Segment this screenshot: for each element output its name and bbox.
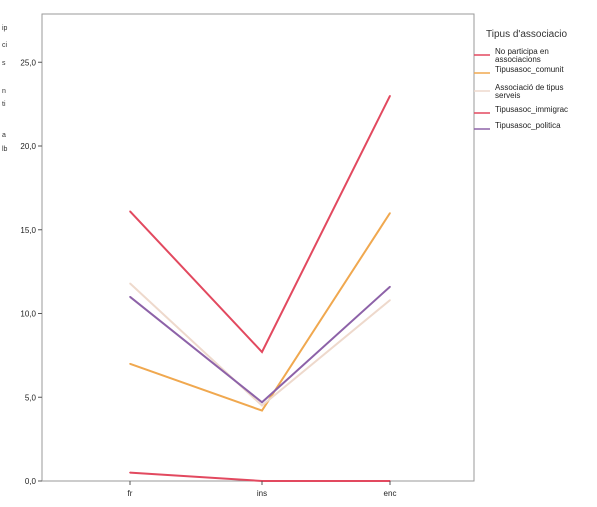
data-point xyxy=(389,212,391,214)
data-point xyxy=(129,296,131,298)
series-line-1 xyxy=(129,212,391,412)
y-axis-label-fragments: ip ci s n ti a lb xyxy=(2,25,8,153)
series-layer xyxy=(129,95,391,482)
data-point xyxy=(261,351,263,353)
y-tick-label: 20,0 xyxy=(20,142,36,151)
y-axis-label-fragment: a xyxy=(2,132,6,139)
legend-label: Tipusasoc_comunit xyxy=(495,65,564,74)
legend-label: Tipusasoc_politica xyxy=(495,121,561,130)
legend-label: serveis xyxy=(495,91,520,100)
data-point xyxy=(129,363,131,365)
legend-label: Tipusasoc_immigrac xyxy=(495,105,568,114)
data-point xyxy=(129,282,131,285)
legend-title: Tipus d'associacio xyxy=(486,29,567,40)
y-tick-label: 0,0 xyxy=(25,477,37,486)
series-line-4 xyxy=(129,285,391,404)
y-axis-label-fragment: ci xyxy=(2,42,8,49)
legend: Tipus d'associacio No participa enassoci… xyxy=(474,29,568,130)
y-axis-label-fragment: lb xyxy=(2,146,8,153)
data-point xyxy=(389,95,391,97)
legend-label: No participa en xyxy=(495,47,549,56)
series-line-2 xyxy=(129,282,391,407)
data-point xyxy=(129,210,131,213)
y-axis-label-fragment: n xyxy=(2,88,6,95)
y-tick-label: 15,0 xyxy=(20,226,36,235)
y-tick-label: 5,0 xyxy=(25,393,37,402)
y-axis-label-fragment: ip xyxy=(2,25,8,32)
series-line-3 xyxy=(129,95,391,354)
x-tick-label: enc xyxy=(384,489,397,498)
y-axis-label-fragment: s xyxy=(2,60,6,67)
data-point xyxy=(261,401,263,404)
x-axis: fr ins enc xyxy=(128,481,397,498)
x-tick-label: ins xyxy=(257,489,267,498)
y-tick-label: 10,0 xyxy=(20,310,36,319)
data-point xyxy=(261,404,263,407)
data-point xyxy=(389,285,391,288)
y-axis: 0,0 5,0 10,0 15,0 20,0 25,0 xyxy=(20,58,42,486)
series-line-0 xyxy=(129,471,390,482)
data-point xyxy=(261,409,263,412)
legend-items: No participa enassociacionsTipusasoc_com… xyxy=(474,47,568,130)
y-tick-label: 25,0 xyxy=(20,58,36,67)
data-point xyxy=(389,299,391,301)
legend-label: Associació de tipus xyxy=(495,83,563,92)
plot-frame xyxy=(41,13,475,482)
legend-label: associacions xyxy=(495,55,541,64)
y-axis-label-fragment: ti xyxy=(2,101,6,108)
data-point xyxy=(129,471,131,474)
x-tick-label: fr xyxy=(128,489,133,498)
